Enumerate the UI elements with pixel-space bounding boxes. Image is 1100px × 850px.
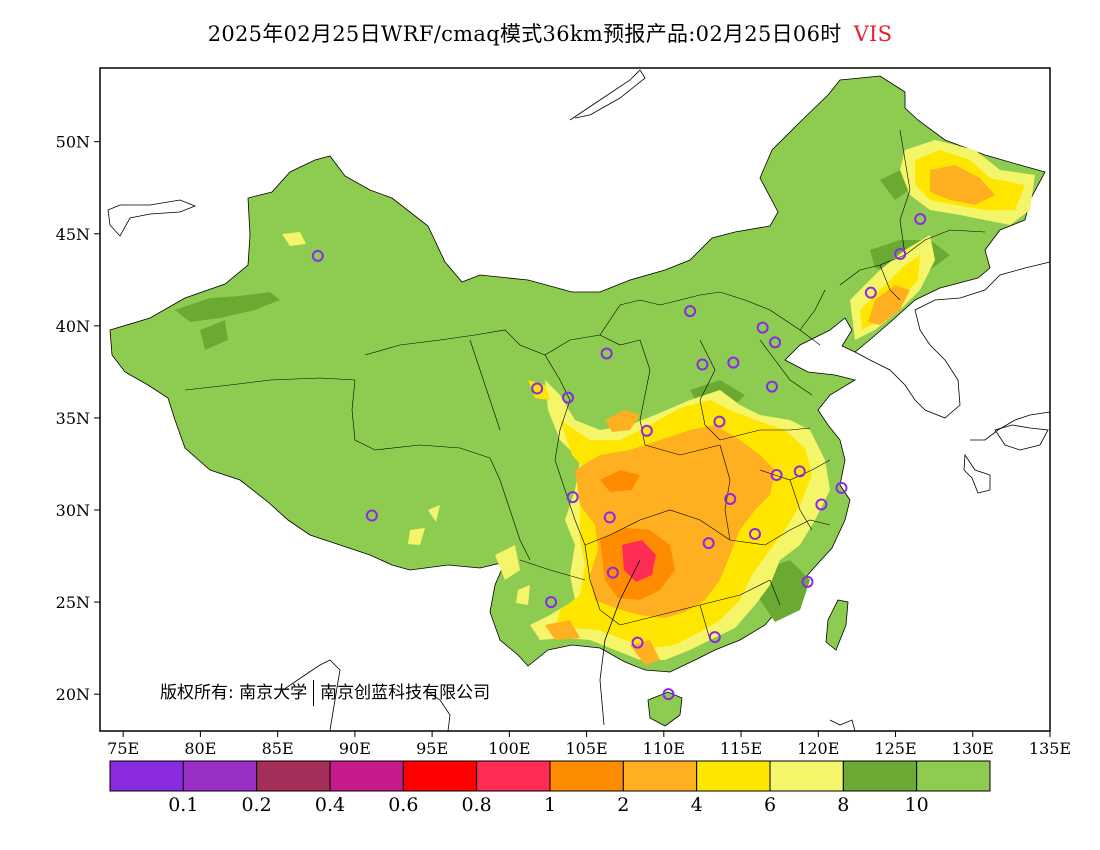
station-marker	[765, 380, 778, 393]
station-marker	[365, 509, 378, 522]
lon-tick-label: 85E	[262, 739, 294, 758]
colorbar-swatch	[402, 760, 478, 792]
station-marker	[727, 356, 740, 369]
province-borders	[184, 129, 986, 641]
copyright-org1: 南京大学	[239, 683, 308, 703]
colorbar-swatch	[109, 760, 184, 792]
colorbar: 0.1 0.2 0.4 0.6 0.8 1 2 4 6 8 10	[109, 760, 991, 816]
lon-tick-label: 95E	[416, 739, 448, 758]
lat-tick-label: 50N	[56, 133, 90, 152]
colorbar-label: 2	[617, 794, 629, 816]
colorbar-label: 0.6	[388, 794, 418, 816]
colorbar-label: 1	[544, 794, 556, 816]
title-variable: VIS	[853, 22, 893, 46]
latitude-axis: 20N 25N 30N 35N 40N 45N 50N	[56, 133, 100, 704]
copyright-separator	[313, 680, 315, 706]
colorbar-label: 0.8	[462, 794, 492, 816]
lon-tick-label: 80E	[184, 739, 216, 758]
lat-tick-label: 30N	[56, 501, 90, 520]
station-marker	[606, 566, 619, 579]
colorbar-swatch	[329, 760, 404, 792]
lon-tick-label: 125E	[874, 739, 916, 758]
lat-tick-label: 25N	[56, 593, 90, 612]
lon-tick-label: 75E	[107, 739, 139, 758]
colorbar-swatch	[182, 760, 258, 792]
station-marker	[801, 575, 814, 588]
colorbar-label: 0.1	[168, 794, 198, 816]
station-marker	[864, 286, 877, 299]
lat-tick-label: 20N	[56, 685, 90, 704]
station-marker	[545, 596, 558, 609]
colorbar-label: 6	[764, 794, 776, 816]
colorbar-label: 10	[905, 794, 929, 816]
station-marker	[793, 465, 806, 478]
colorbar-swatch	[916, 760, 991, 792]
colorbar-swatch	[476, 760, 551, 792]
taiwan-landmass	[825, 599, 849, 651]
station-marker	[914, 213, 927, 226]
hainan-landmass	[647, 691, 683, 727]
station-marker	[631, 636, 644, 649]
neighbor-coastlines	[107, 69, 1051, 732]
pink-zone	[622, 540, 656, 582]
station-marker	[640, 424, 653, 437]
lon-tick-label: 105E	[565, 739, 607, 758]
lon-tick-label: 110E	[643, 739, 685, 758]
station-marker	[708, 631, 721, 644]
station-marker	[566, 491, 579, 504]
colorbar-label: 0.2	[242, 794, 272, 816]
station-marker	[662, 688, 675, 701]
lon-tick-label: 115E	[720, 739, 762, 758]
station-marker	[815, 498, 828, 511]
station-marker	[713, 415, 726, 428]
station-marker	[748, 527, 761, 540]
colorbar-swatch	[842, 760, 918, 792]
lon-tick-label: 90E	[339, 739, 371, 758]
station-marker	[562, 391, 575, 404]
lat-tick-label: 40N	[56, 317, 90, 336]
lon-tick-label: 135E	[1029, 739, 1071, 758]
lon-tick-label: 120E	[797, 739, 839, 758]
lat-tick-label: 35N	[56, 409, 90, 428]
lon-tick-label: 130E	[952, 739, 994, 758]
colorbar-swatch	[769, 760, 844, 792]
station-marker	[531, 382, 544, 395]
station-marker	[724, 492, 737, 505]
station-marker	[684, 305, 697, 318]
colorbar-label: 8	[837, 794, 849, 816]
lon-tick-label: 100E	[488, 739, 530, 758]
station-marker	[770, 469, 783, 482]
map-title: 2025年02月25日WRF/cmaq模式36km预报产品:02月25日06时 V…	[0, 18, 1100, 48]
monitoring-stations	[311, 213, 927, 701]
colorbar-label: 4	[691, 794, 703, 816]
colorbar-swatch	[549, 760, 624, 792]
station-marker	[311, 249, 324, 262]
station-marker	[696, 358, 709, 371]
map-frame	[99, 67, 1051, 732]
colorbar-swatch	[622, 760, 698, 792]
colorbar-label: 0.4	[315, 794, 345, 816]
longitude-axis: 75E 80E 85E 90E 95E 100E 105E 110E 115E 120E 125E 1…	[107, 731, 1071, 758]
copyright-note: 版权所有: 南京大学 南京创蓝科技有限公司	[160, 678, 490, 706]
copyright-org2: 南京创蓝科技有限公司	[320, 683, 491, 703]
station-marker	[600, 347, 613, 360]
station-marker	[756, 321, 769, 334]
station-marker	[603, 511, 616, 524]
colorbar-swatch	[256, 760, 331, 792]
title-main: 2025年02月25日WRF/cmaq模式36km预报产品:02月25日06时	[207, 22, 842, 46]
copyright-label: 版权所有:	[160, 683, 234, 703]
station-marker	[835, 481, 848, 494]
station-marker	[894, 248, 907, 261]
station-marker	[769, 336, 782, 349]
station-marker	[702, 537, 715, 550]
colorbar-swatch	[696, 760, 771, 792]
lat-tick-label: 45N	[56, 225, 90, 244]
